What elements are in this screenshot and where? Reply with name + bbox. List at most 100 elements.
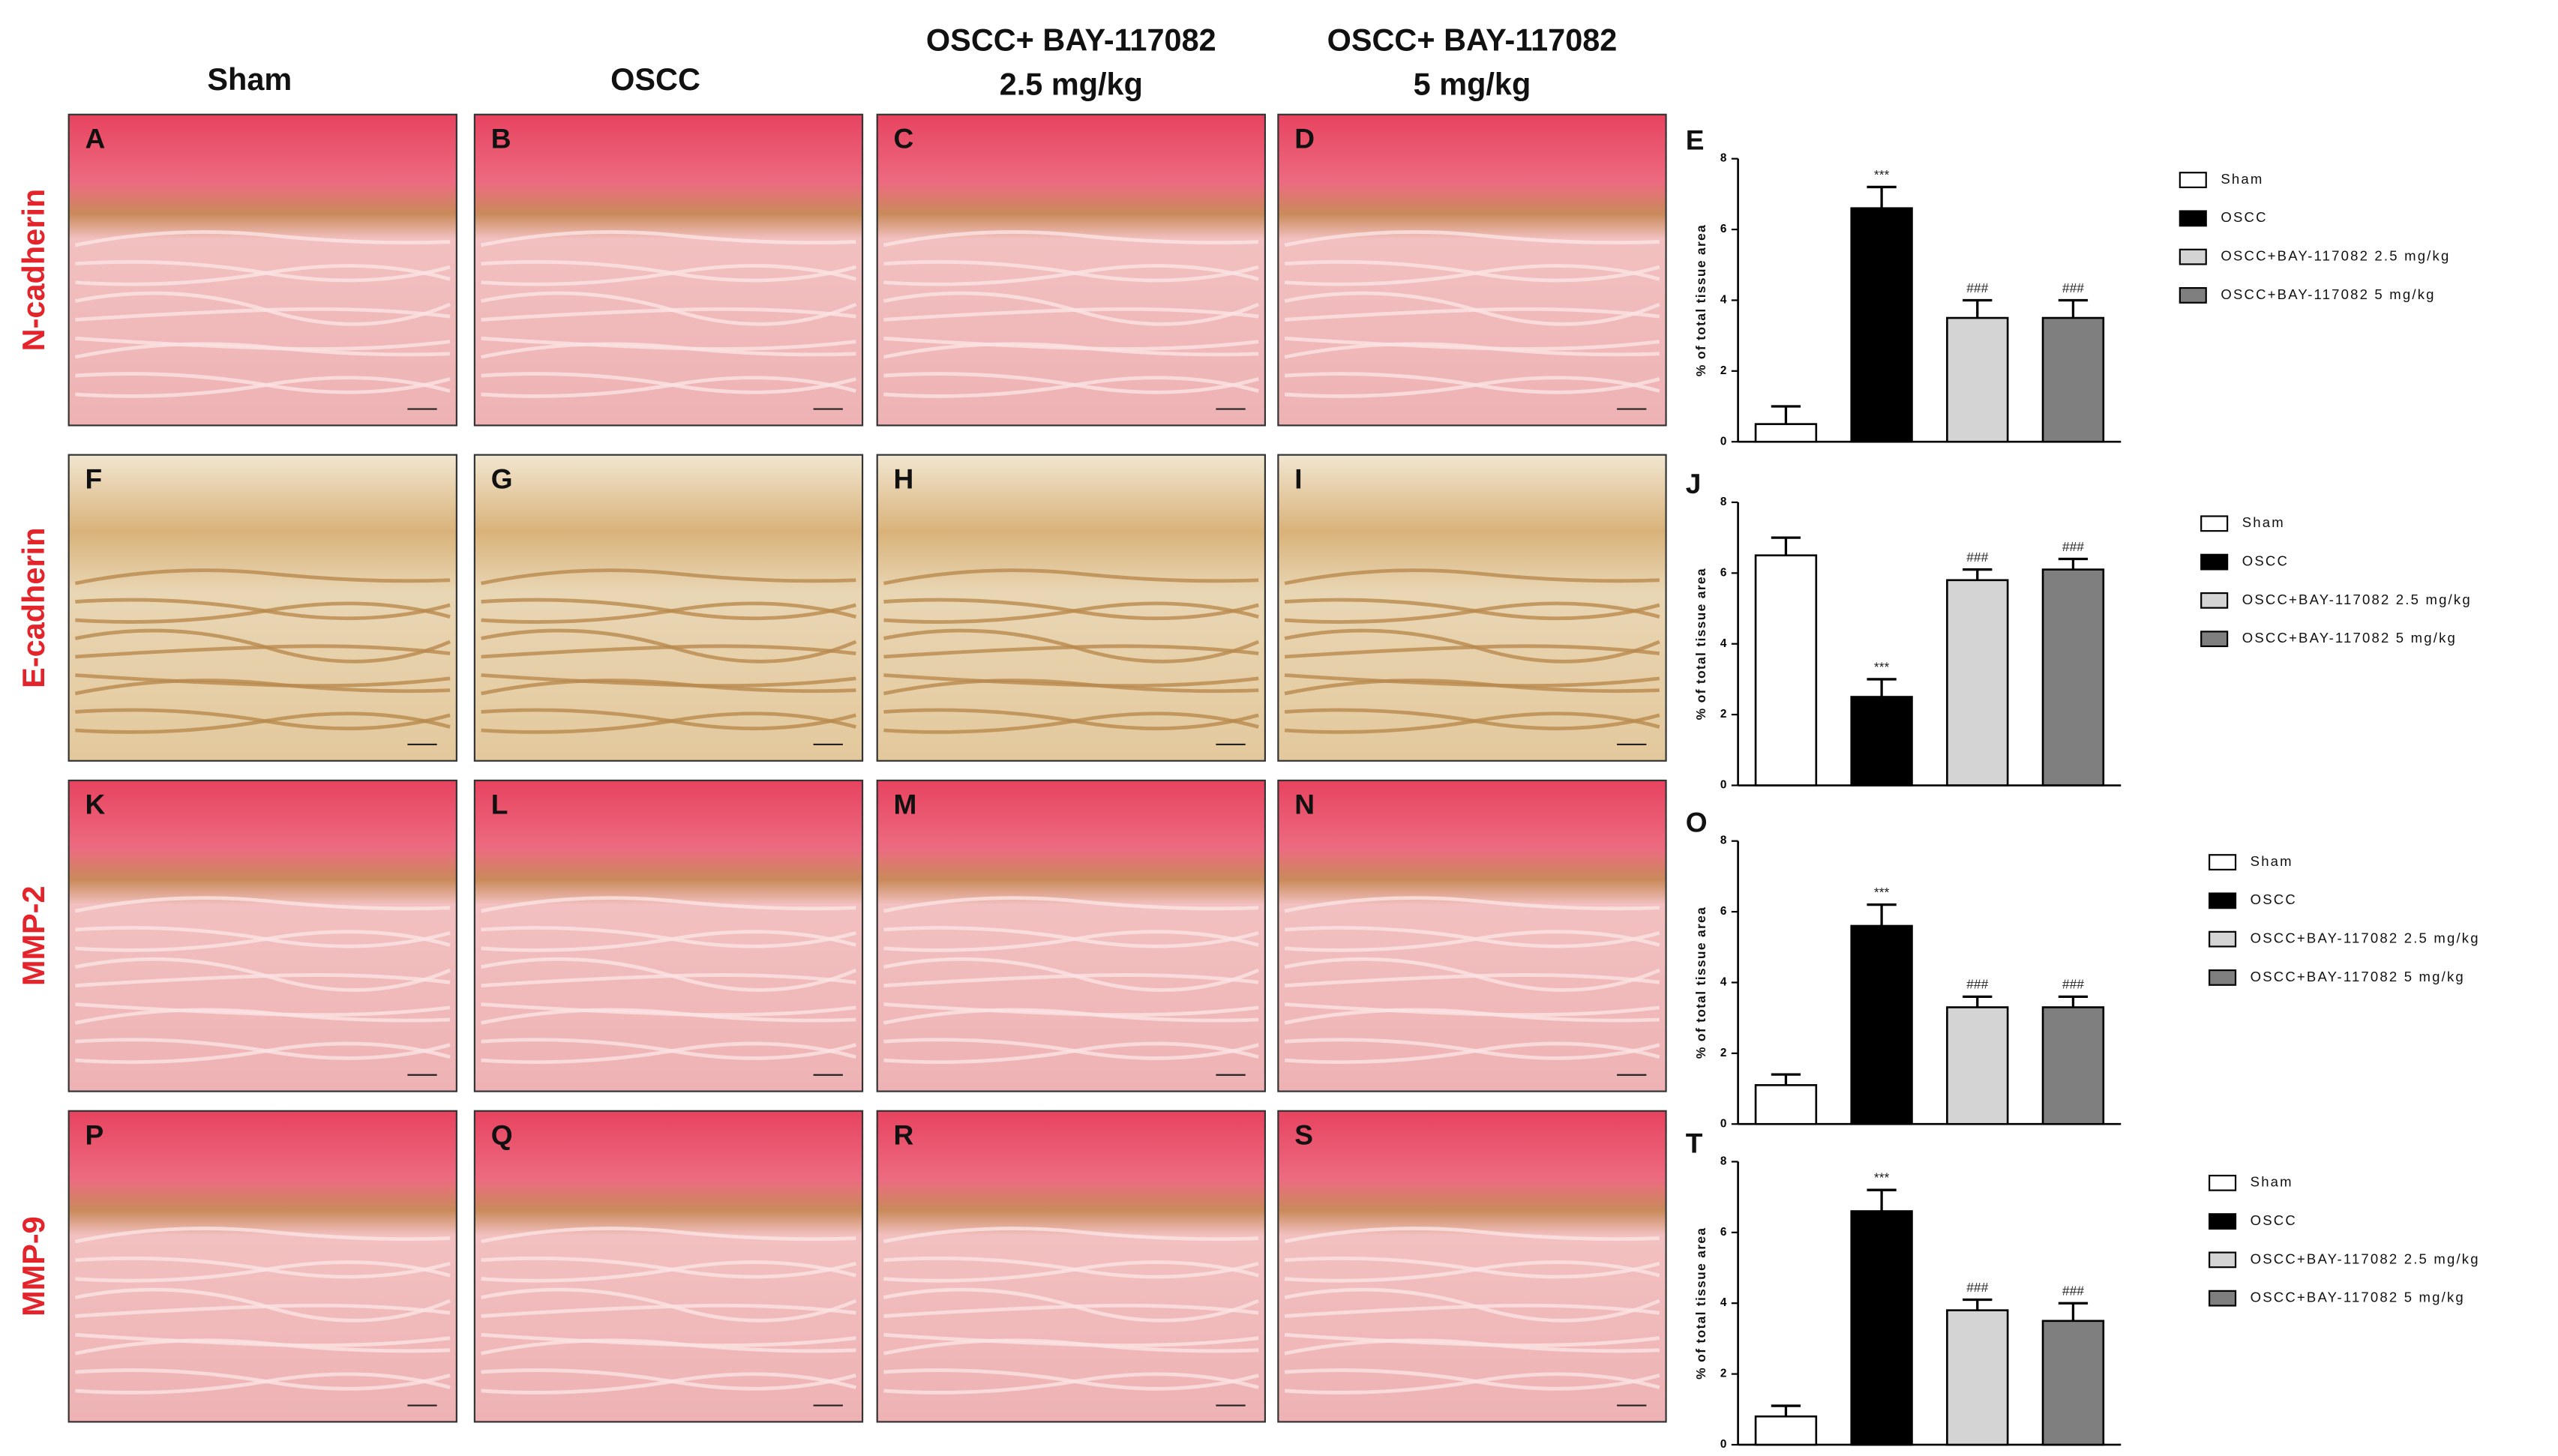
tissue-fiber xyxy=(883,1338,1259,1356)
significance-label: ### xyxy=(1966,280,1988,295)
tissue-fiber xyxy=(75,601,451,624)
tissue-fiber xyxy=(481,896,856,913)
tissue-fiber xyxy=(1284,1372,1660,1395)
row-label: E-cadherin xyxy=(16,528,51,688)
panel-letter: E xyxy=(1686,124,1705,156)
tissue-fiber xyxy=(883,601,1259,624)
tissue-fiber xyxy=(75,376,451,398)
tissue-fiber xyxy=(883,930,1259,952)
tissue-fiber xyxy=(74,1338,451,1356)
tissue-fiber xyxy=(883,896,1259,913)
legend-label: OSCC xyxy=(2251,891,2297,907)
tissue-fiber xyxy=(481,568,856,586)
tissue-fiber xyxy=(74,230,451,247)
significance-label: ### xyxy=(2062,1284,2084,1299)
tissue-fiber xyxy=(1284,973,1660,988)
y-tick-label: 6 xyxy=(1720,905,1727,918)
legend-label: Sham xyxy=(2251,853,2293,869)
legend-swatch xyxy=(2209,930,2237,948)
row-label: N-cadherin xyxy=(16,189,51,352)
panel-letter: Q xyxy=(491,1119,513,1150)
row-label: MMP-9 xyxy=(16,1216,51,1317)
tissue-fiber xyxy=(1284,342,1660,359)
tissue-fiber xyxy=(883,1303,1259,1318)
bar xyxy=(1946,579,2009,786)
legend-label: OSCC+BAY-117082 5 mg/kg xyxy=(2242,630,2457,646)
significance-label: ### xyxy=(1966,550,1988,565)
panel-letter: H xyxy=(894,463,914,494)
tissue-fiber xyxy=(1284,376,1660,398)
error-bar xyxy=(1867,185,1897,208)
tissue-fiber xyxy=(1284,1303,1660,1318)
tissue-fiber xyxy=(74,679,451,696)
error-bar xyxy=(1771,1073,1801,1086)
panel-letter: M xyxy=(894,789,917,820)
legend-label: OSCC+BAY-117082 2.5 mg/kg xyxy=(2242,592,2472,607)
error-bar xyxy=(2058,1302,2089,1321)
legend-swatch xyxy=(2179,172,2207,188)
tissue-fiber xyxy=(1284,264,1660,286)
legend-swatch xyxy=(2209,1251,2237,1269)
tissue-fiber xyxy=(883,307,1259,322)
panel-letter: I xyxy=(1294,463,1302,494)
legend-swatch xyxy=(2209,892,2237,909)
tissue-fiber xyxy=(481,342,856,359)
row-label: MMP-2 xyxy=(16,885,51,986)
significance-label: *** xyxy=(1874,885,1890,900)
tissue-fiber xyxy=(481,1372,856,1395)
tissue-fiber xyxy=(883,342,1259,359)
y-tick-label: 2 xyxy=(1720,1368,1727,1380)
panel-letter: D xyxy=(1294,122,1315,154)
tissue-fiber xyxy=(481,601,856,624)
tissue-fiber xyxy=(883,973,1259,988)
y-tick-label: 8 xyxy=(1720,834,1727,847)
bar xyxy=(1754,554,1818,786)
error-bar xyxy=(2058,995,2089,1008)
y-axis-label: % of total tissue area xyxy=(1693,568,1708,720)
tissue-fiber xyxy=(1284,601,1660,624)
panel-letter: R xyxy=(894,1119,914,1150)
error-bar xyxy=(1771,1404,1801,1417)
legend-swatch xyxy=(2209,969,2237,986)
bar xyxy=(1946,1006,2009,1125)
bar xyxy=(1946,316,2009,443)
panel-letter: C xyxy=(894,122,914,154)
tissue-fiber xyxy=(1284,644,1660,659)
bar xyxy=(1754,1415,1818,1446)
legend-label: OSCC+BAY-117082 5 mg/kg xyxy=(2251,969,2465,984)
significance-label: *** xyxy=(1874,167,1890,182)
column-header: OSCC+ BAY-117082 xyxy=(1327,22,1618,58)
tissue-fiber xyxy=(481,1041,856,1065)
legend-label: Sham xyxy=(2242,514,2285,530)
tissue-fiber xyxy=(74,896,451,913)
legend-label: OSCC xyxy=(2251,1212,2297,1228)
tissue-fiber xyxy=(1284,307,1660,322)
tissue-fiber xyxy=(883,264,1259,286)
legend-swatch xyxy=(2200,631,2229,648)
significance-label: ### xyxy=(2062,977,2084,992)
legend-label: OSCC+BAY-117082 5 mg/kg xyxy=(2221,286,2435,302)
tissue-fiber xyxy=(883,712,1259,734)
legend-label: OSCC+BAY-117082 2.5 mg/kg xyxy=(2251,1251,2480,1266)
panel-letter: O xyxy=(1686,807,1708,838)
bar xyxy=(1850,1210,1913,1446)
tissue-fiber xyxy=(1284,1041,1660,1065)
tissue-fiber xyxy=(75,930,451,952)
legend-swatch xyxy=(2209,1174,2237,1191)
tissue-fiber xyxy=(883,568,1259,586)
tissue-fiber xyxy=(74,342,451,359)
y-tick-label: 8 xyxy=(1720,496,1727,508)
bar xyxy=(1946,1309,2009,1446)
y-tick-label: 4 xyxy=(1720,293,1727,306)
tissue-fiber xyxy=(1284,930,1660,952)
tissue-fiber xyxy=(1284,1338,1660,1356)
legend-label: Sham xyxy=(2251,1174,2293,1190)
column-header: Sham xyxy=(207,61,292,97)
error-bar xyxy=(1867,903,1897,926)
tissue-fiber xyxy=(75,712,451,734)
tissue-fiber xyxy=(75,1260,451,1283)
tissue-fiber xyxy=(75,1303,451,1318)
significance-label: *** xyxy=(1874,1170,1890,1185)
